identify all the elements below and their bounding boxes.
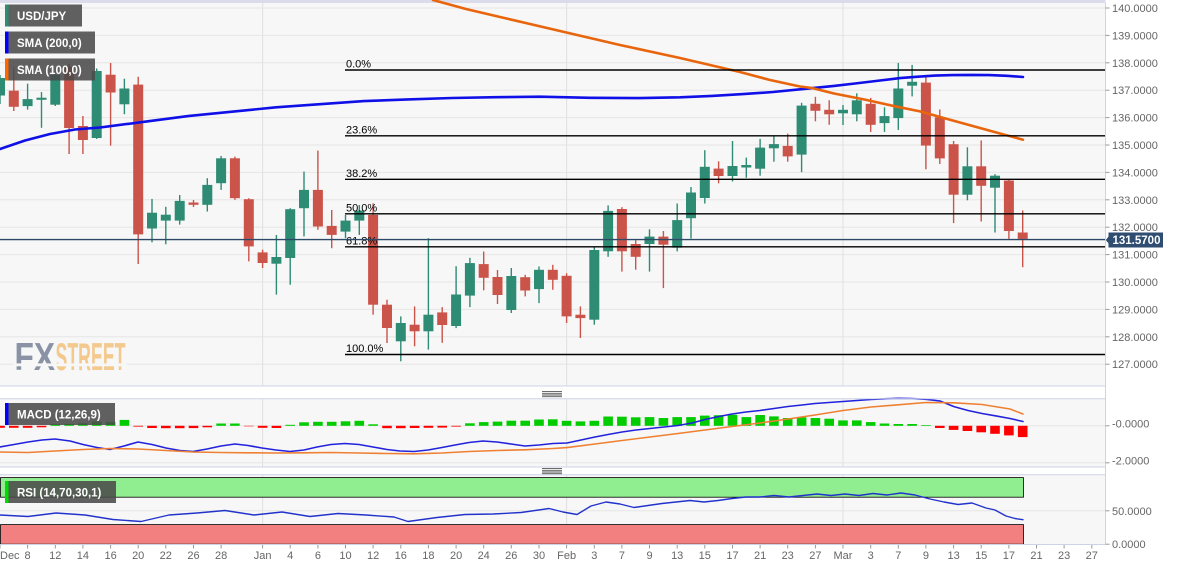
svg-text:24: 24 (478, 550, 490, 562)
svg-text:3: 3 (868, 550, 874, 562)
svg-text:6: 6 (315, 550, 321, 562)
svg-text:8: 8 (25, 550, 31, 562)
svg-text:134.0000: 134.0000 (1112, 167, 1158, 179)
svg-text:Dec: Dec (0, 550, 20, 562)
svg-text:3: 3 (591, 550, 597, 562)
svg-text:136.0000: 136.0000 (1112, 113, 1158, 125)
svg-text:-0.0000: -0.0000 (1112, 419, 1149, 431)
svg-text:13: 13 (671, 550, 683, 562)
svg-text:131.0000: 131.0000 (1112, 250, 1158, 262)
svg-text:Mar: Mar (834, 550, 853, 562)
svg-text:17: 17 (1003, 550, 1015, 562)
svg-text:30: 30 (533, 550, 545, 562)
svg-text:23.6%: 23.6% (346, 124, 377, 136)
svg-text:13: 13 (947, 550, 959, 562)
svg-text:140.0000: 140.0000 (1112, 3, 1158, 15)
svg-text:16: 16 (104, 550, 116, 562)
svg-text:SMA (100,0): SMA (100,0) (17, 65, 82, 77)
svg-text:12: 12 (49, 550, 61, 562)
svg-text:132.0000: 132.0000 (1112, 222, 1158, 234)
svg-text:50.0%: 50.0% (346, 202, 377, 214)
svg-text:15: 15 (975, 550, 987, 562)
svg-text:STREET: STREET (56, 336, 126, 379)
svg-text:129.0000: 129.0000 (1112, 304, 1158, 316)
svg-text:10: 10 (339, 550, 351, 562)
svg-text:7: 7 (619, 550, 625, 562)
svg-text:137.0000: 137.0000 (1112, 85, 1158, 97)
svg-text:16: 16 (395, 550, 407, 562)
svg-text:26: 26 (187, 550, 199, 562)
svg-text:7: 7 (895, 550, 901, 562)
svg-text:15: 15 (699, 550, 711, 562)
svg-text:127.0000: 127.0000 (1112, 359, 1158, 371)
svg-text:23: 23 (782, 550, 794, 562)
svg-text:27: 27 (809, 550, 821, 562)
svg-text:21: 21 (754, 550, 766, 562)
svg-text:130.0000: 130.0000 (1112, 277, 1158, 289)
svg-text:-2.0000: -2.0000 (1112, 456, 1149, 468)
svg-text:0.0000: 0.0000 (1112, 539, 1146, 551)
svg-text:18: 18 (422, 550, 434, 562)
svg-text:Jan: Jan (254, 550, 272, 562)
svg-text:20: 20 (132, 550, 144, 562)
svg-text:135.0000: 135.0000 (1112, 140, 1158, 152)
svg-text:128.0000: 128.0000 (1112, 332, 1158, 344)
svg-text:100.0%: 100.0% (346, 343, 384, 355)
svg-text:12: 12 (367, 550, 379, 562)
svg-text:20: 20 (450, 550, 462, 562)
svg-text:38.2%: 38.2% (346, 168, 377, 180)
svg-text:0.0%: 0.0% (346, 59, 371, 71)
svg-text:138.0000: 138.0000 (1112, 58, 1158, 70)
svg-text:21: 21 (1030, 550, 1042, 562)
svg-text:23: 23 (1058, 550, 1070, 562)
svg-text:RSI (14,70,30,1): RSI (14,70,30,1) (17, 488, 102, 500)
svg-text:9: 9 (923, 550, 929, 562)
svg-text:9: 9 (646, 550, 652, 562)
svg-text:Feb: Feb (557, 550, 576, 562)
svg-text:USD/JPY: USD/JPY (17, 11, 67, 23)
svg-text:27: 27 (1086, 550, 1098, 562)
svg-text:14: 14 (77, 550, 89, 562)
svg-text:61.8%: 61.8% (346, 235, 377, 247)
svg-text:133.0000: 133.0000 (1112, 195, 1158, 207)
svg-text:FX: FX (15, 336, 56, 379)
svg-text:139.0000: 139.0000 (1112, 30, 1158, 42)
svg-text:22: 22 (160, 550, 172, 562)
svg-text:131.5700: 131.5700 (1113, 235, 1161, 247)
svg-text:17: 17 (726, 550, 738, 562)
svg-text:26: 26 (505, 550, 517, 562)
svg-text:MACD (12,26,9): MACD (12,26,9) (17, 410, 101, 422)
svg-text:50.0000: 50.0000 (1112, 506, 1152, 518)
svg-text:28: 28 (215, 550, 227, 562)
svg-text:4: 4 (287, 550, 293, 562)
svg-text:SMA (200,0): SMA (200,0) (17, 38, 82, 50)
